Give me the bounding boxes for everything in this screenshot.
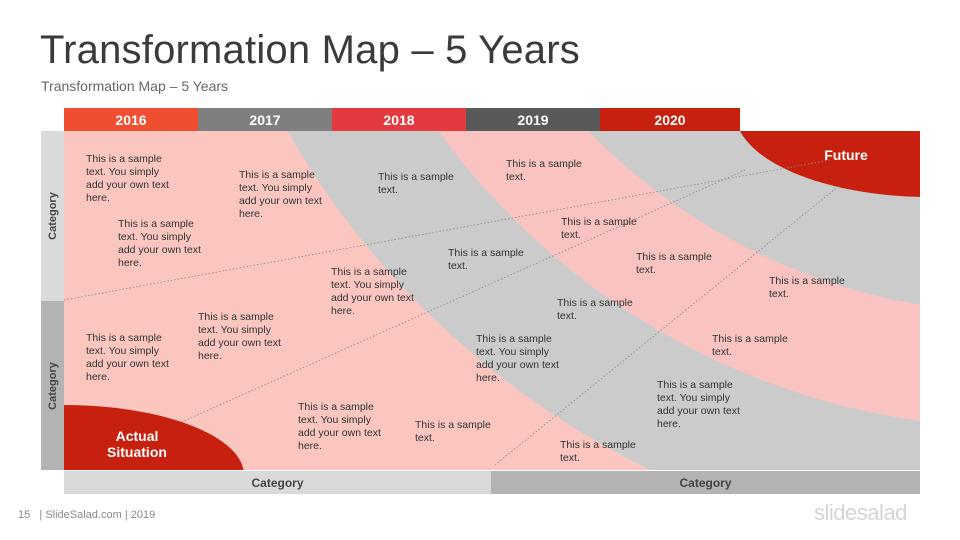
year-label: 2017 — [249, 111, 281, 128]
actual-label-line2: Situation — [107, 444, 167, 460]
dotted-line-2 — [174, 169, 746, 426]
bottom-category-left: Category — [64, 471, 491, 494]
dotted-line-1 — [64, 159, 831, 301]
future-blob — [739, 131, 920, 197]
year-label: 2018 — [383, 111, 415, 128]
bottom-category-right: Category — [491, 471, 920, 494]
slide-footer: 15 | SlideSalad.com | 2019 — [18, 509, 155, 521]
dotted-line-3 — [494, 184, 841, 466]
future-label: Future — [824, 147, 868, 163]
year-2016-header: 2016 — [64, 108, 198, 131]
year-label: 2020 — [654, 111, 686, 128]
bottom-category-label: Category — [679, 475, 732, 490]
sample-text-9: This is a sample text. You simply add yo… — [86, 332, 169, 383]
bottom-category-label: Category — [251, 475, 304, 490]
year-2020-header: 2020 — [600, 108, 740, 131]
sample-text-17: This is a sample text. You simply add yo… — [657, 379, 740, 430]
sample-text-11: This is a sample text. — [557, 297, 633, 322]
sample-text-8: This is a sample text. — [561, 216, 637, 241]
side-category-top: Category — [41, 131, 64, 301]
sample-text-16: This is a sample text. — [712, 333, 788, 358]
slidesalad-logo: slidesalad — [814, 500, 907, 525]
sample-text-1: This is a sample text. You simply add yo… — [86, 153, 169, 204]
sample-text-14: This is a sample text. You simply add yo… — [298, 401, 381, 452]
sample-text-13: This is a sample text. You simply add yo… — [476, 333, 559, 384]
slide-title: Transformation Map – 5 Years — [40, 28, 580, 72]
sample-text-5: This is a sample text. — [506, 158, 582, 183]
sample-text-10: This is a sample text. — [636, 251, 712, 276]
sample-text-18: This is a sample text. — [415, 419, 491, 444]
sample-text-19: This is a sample text. — [560, 439, 636, 464]
sample-text-15: This is a sample text. — [769, 275, 845, 300]
actual-situation-label: Actual Situation — [92, 428, 182, 460]
sample-text-7: This is a sample text. — [448, 247, 524, 272]
year-2017-header: 2017 — [198, 108, 332, 131]
year-label: 2016 — [115, 111, 147, 128]
sample-text-2: This is a sample text. You simply add yo… — [118, 218, 201, 269]
page-number: 15 — [18, 509, 31, 521]
actual-situation-blob — [64, 405, 244, 470]
actual-label-line1: Actual — [115, 428, 159, 444]
year-2019-header: 2019 — [466, 108, 600, 131]
year-2018-header: 2018 — [332, 108, 466, 131]
sample-text-6: This is a sample text. You simply add yo… — [331, 266, 414, 317]
sample-text-4: This is a sample text. — [378, 171, 454, 196]
sample-text-3: This is a sample text. You simply add yo… — [239, 169, 322, 220]
year-label: 2019 — [517, 111, 549, 128]
sample-text-12: This is a sample text. You simply add yo… — [198, 311, 281, 362]
slide-subtitle: Transformation Map – 5 Years — [41, 78, 229, 94]
side-category-bottom: Category — [41, 301, 64, 470]
footer-credit: | SlideSalad.com | 2019 — [39, 509, 156, 521]
